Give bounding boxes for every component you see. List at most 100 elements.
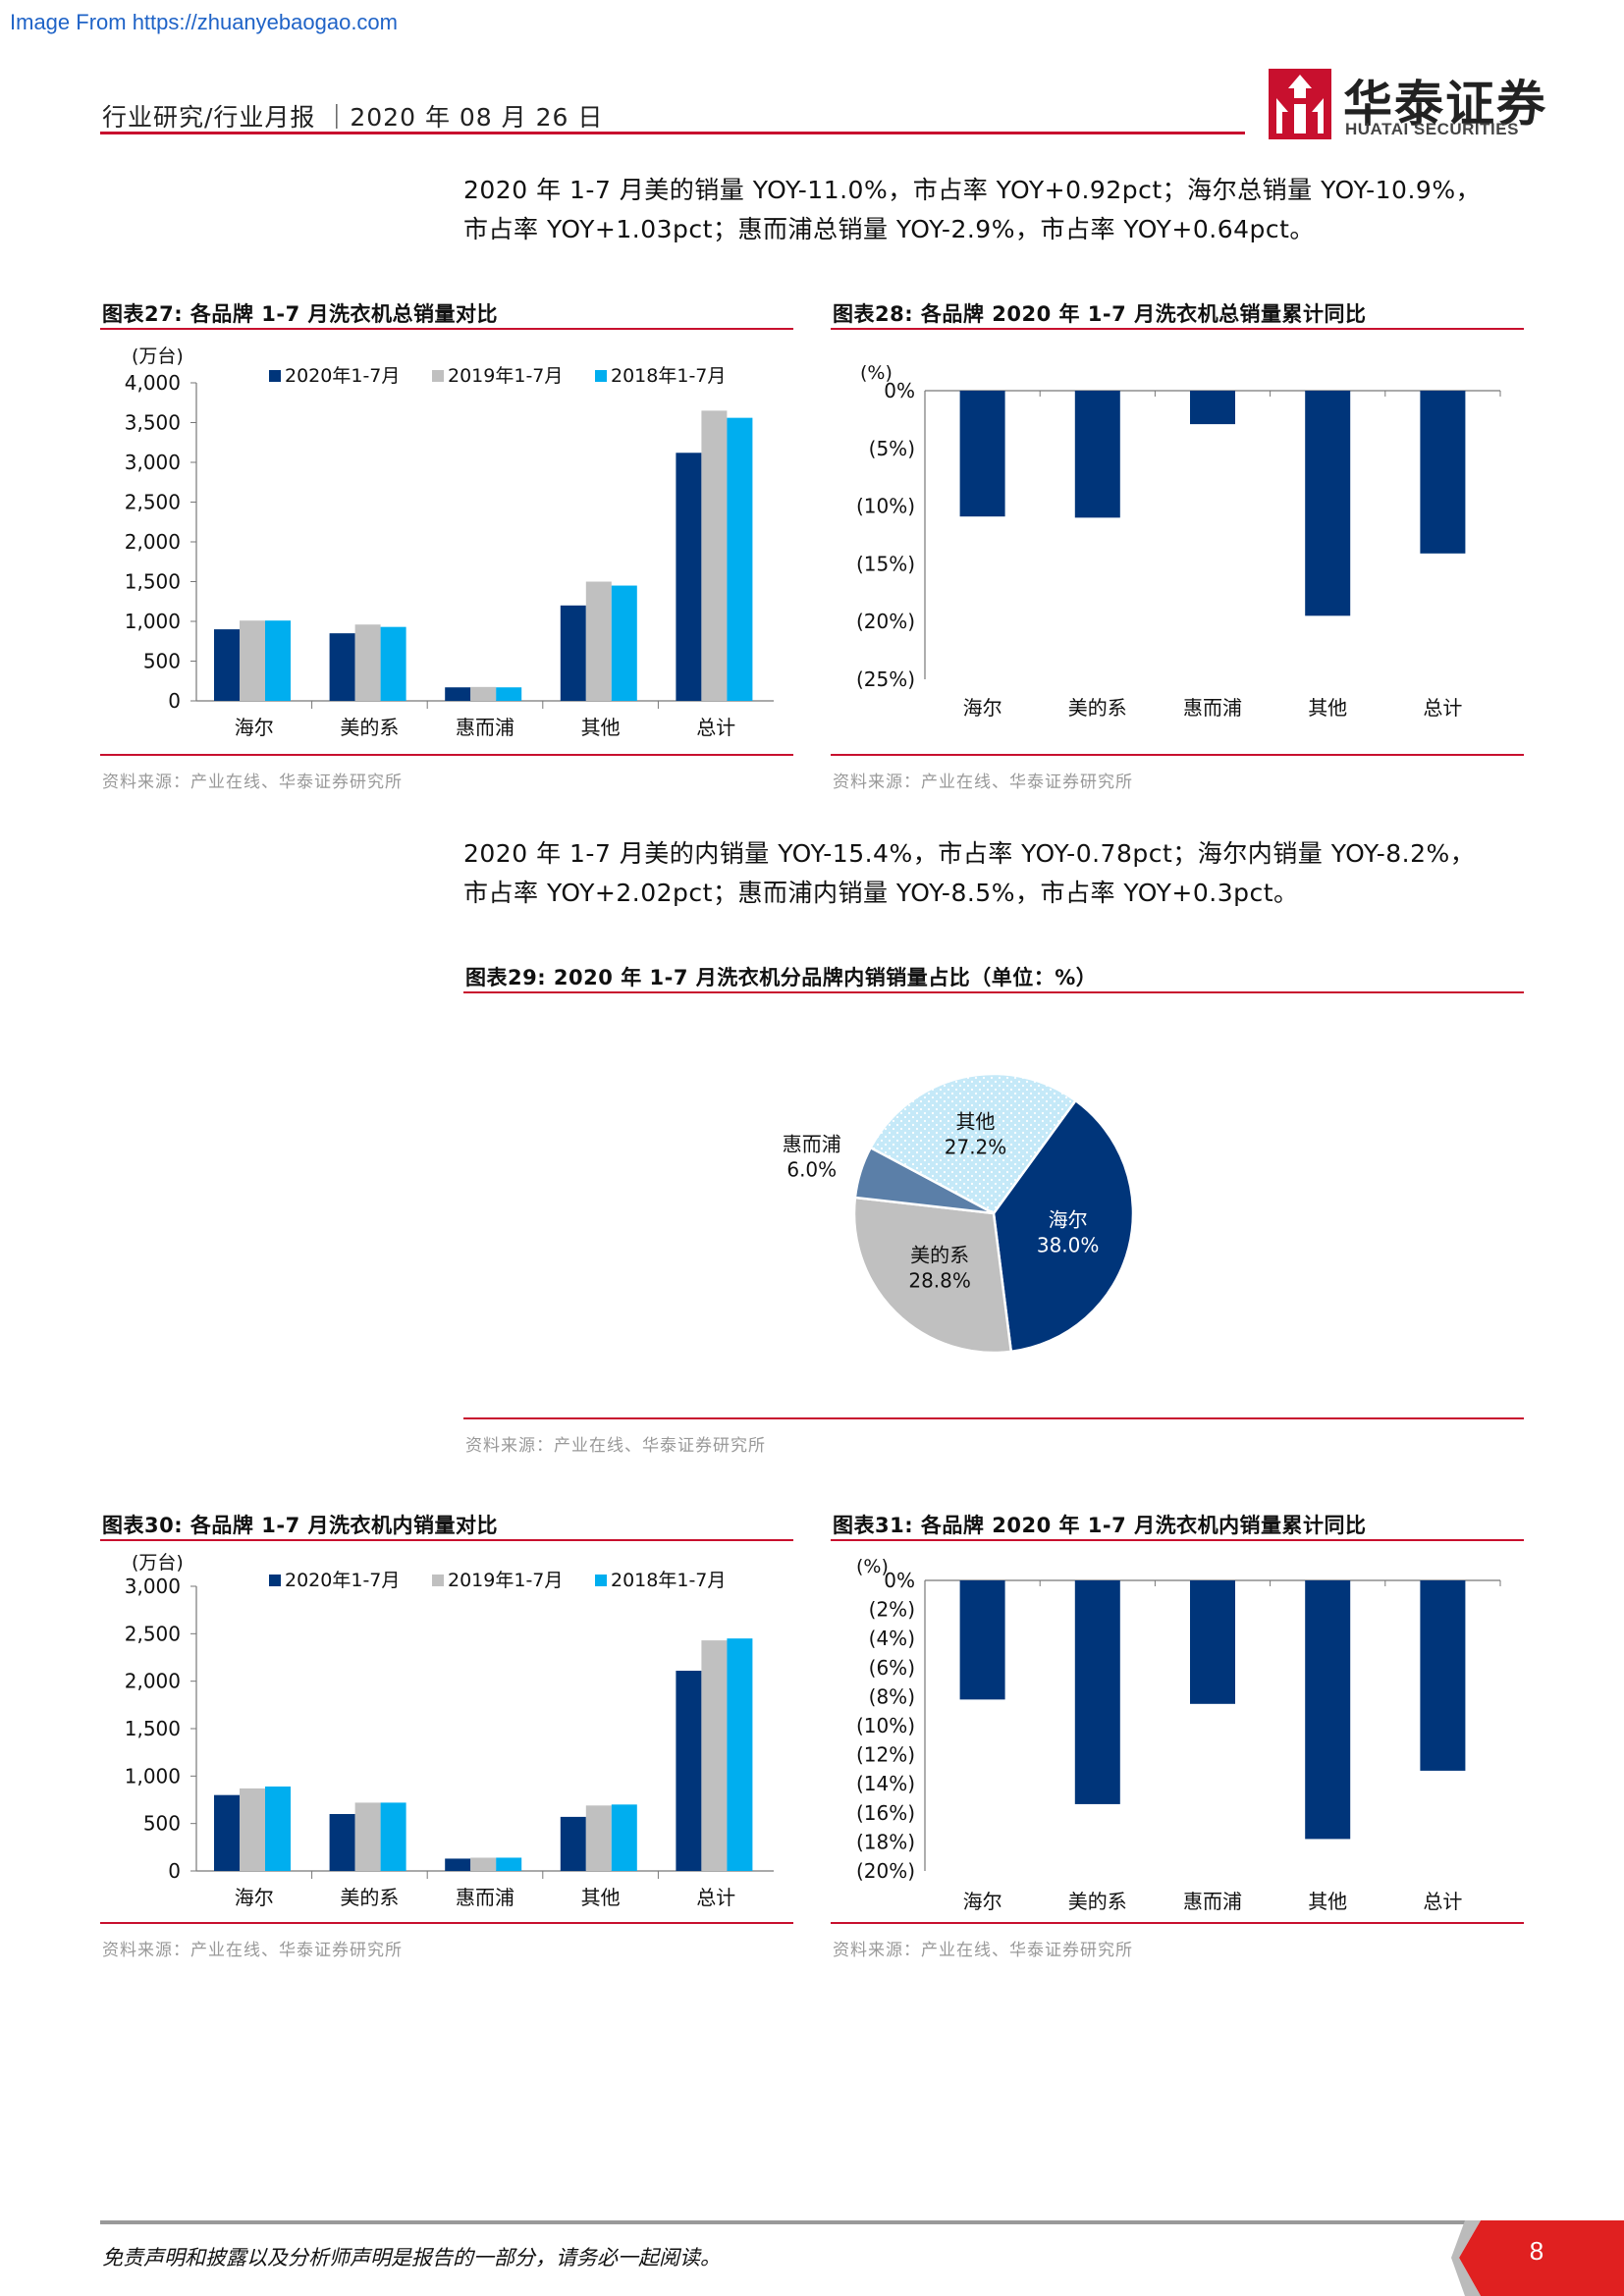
report-header: 行业研究/行业月报 ｜2020 年 08 月 26 日 (102, 103, 604, 132)
logo-english: HUATAI SECURITIES (1345, 120, 1519, 138)
fig31-bottom-rule (831, 1922, 1524, 1924)
fig30-bar (727, 1638, 753, 1871)
fig27-bar (560, 605, 586, 701)
fig27-y-tick-label: 3,500 (125, 411, 181, 435)
fig28-bar (1074, 391, 1120, 518)
fig28-y-tick-label: (20%) (856, 610, 915, 633)
fig28-x-tick-label: 美的系 (1068, 696, 1127, 720)
fig30-bar (496, 1857, 522, 1871)
fig31-y-tick-label: (20%) (856, 1859, 915, 1883)
fig31-chart: (%)0% (2%) (4%) (6%) (8%) (10%) (12%) (14%) (16%… (856, 1556, 1501, 1913)
fig30-y-tick-label: 3,000 (125, 1575, 181, 1598)
fig28-y-axis-label: (%) (860, 362, 893, 384)
fig27-chart: (万台) 0 500 1,000 1,500 2,000 2,500 3,000 3,500 4,… (125, 346, 774, 739)
fig27-y-axis-label: (万台) (132, 346, 184, 367)
pie-slice-value: 27.2% (945, 1136, 1007, 1159)
fig27-bar (727, 417, 753, 701)
fig30-y-tick-label: 1,000 (125, 1764, 181, 1788)
fig30-bar (560, 1816, 586, 1871)
fig31-bar (1420, 1580, 1466, 1771)
fig27-bar (240, 620, 265, 701)
pie-slice-value: 6.0% (786, 1157, 837, 1181)
fig27-legend-swatch (595, 370, 607, 382)
fig28-title: 图表28: 各品牌 2020 年 1-7 月洗衣机总销量累计同比 (833, 302, 1367, 326)
fig30-title-rule (100, 1539, 793, 1541)
paragraph-line: 2020 年 1-7 月美的内销量 YOY-15.4%，市占率 YOY-0.78… (463, 839, 1476, 868)
fig28-bar (1190, 391, 1235, 425)
fig30-legend-swatch (595, 1575, 607, 1586)
fig31-source: 资料来源：产业在线、华泰证券研究所 (833, 1941, 1133, 1960)
fig30-bar (380, 1802, 406, 1871)
fig30-bar (329, 1814, 355, 1871)
fig27-title-rule (100, 328, 793, 330)
fig27-y-tick-label: 1,500 (125, 570, 181, 594)
pie-slice-label: 美的系 (910, 1244, 969, 1267)
fig31-y-tick-label: (2%) (869, 1598, 915, 1622)
footer-disclaimer: 免责声明和披露以及分析师声明是报告的一部分，请务必一起阅读。 (102, 2246, 721, 2269)
page-number: 8 (1529, 2236, 1544, 2266)
pie-slice-label: 其他 (956, 1110, 996, 1134)
pie-slice-label: 惠而浦 (783, 1132, 841, 1155)
fig30-chart: (万台) 0 500 1,000 1,500 2,000 2,500 3,000 海尔 美的系 惠而… (125, 1552, 774, 1909)
fig27-bar (496, 687, 522, 701)
fig30-bar (470, 1857, 497, 1871)
fig29-source: 资料来源：产业在线、华泰证券研究所 (465, 1436, 766, 1456)
fig28-x-tick-label: 海尔 (963, 696, 1002, 720)
fig28-x-tick-label: 惠而浦 (1183, 696, 1242, 720)
pie-slice-label: 海尔 (1049, 1207, 1088, 1231)
fig27-y-tick-label: 2,500 (125, 491, 181, 514)
fig27-bar (354, 624, 381, 701)
fig30-bar (676, 1671, 702, 1871)
fig30-title: 图表30: 各品牌 1-7 月洗衣机内销量对比 (102, 1514, 498, 1537)
fig31-y-tick-label: (16%) (856, 1801, 915, 1825)
fig30-source: 资料来源：产业在线、华泰证券研究所 (102, 1941, 403, 1960)
fig30-y-tick-label: 500 (143, 1812, 181, 1836)
fig31-x-tick-label: 总计 (1423, 1890, 1462, 1913)
fig31-y-tick-label: (6%) (869, 1656, 915, 1680)
paragraph-domestic-sales: 2020 年 1-7 月美的内销量 YOY-15.4%，市占率 YOY-0.78… (463, 834, 1543, 913)
fig31-bar (1305, 1580, 1351, 1840)
fig28-y-tick-label: (25%) (856, 667, 915, 691)
huatai-logo-icon (1269, 69, 1331, 139)
fig30-y-tick-label: 2,000 (125, 1670, 181, 1693)
fig30-x-tick-label: 惠而浦 (456, 1886, 514, 1909)
logo-chinese: 华泰证券 (1343, 76, 1547, 133)
fig28-bottom-rule (831, 754, 1524, 756)
fig31-bar (1074, 1580, 1120, 1804)
fig31-y-tick-label: (14%) (856, 1772, 915, 1795)
fig31-bar (1190, 1580, 1235, 1704)
fig31-x-tick-label: 惠而浦 (1183, 1890, 1242, 1913)
fig27-x-tick-label: 其他 (581, 716, 621, 739)
fig27-legend-label: 2020年1-7月 (285, 365, 400, 387)
fig28-y-tick-label: (10%) (856, 495, 915, 518)
fig30-legend-label: 2020年1-7月 (285, 1570, 400, 1591)
fig27-y-tick-label: 4,000 (125, 371, 181, 395)
pie-slice-value: 38.0% (1037, 1233, 1100, 1256)
fig28-y-tick-label: 0% (884, 379, 915, 402)
pie-slice (852, 1196, 1013, 1355)
fig27-y-tick-label: 500 (143, 650, 181, 673)
fig28-title-rule (831, 328, 1524, 330)
fig30-legend-swatch (432, 1575, 444, 1586)
fig30-y-tick-label: 0 (168, 1859, 181, 1883)
fig30-x-tick-label: 其他 (581, 1886, 621, 1909)
fig30-bar (265, 1786, 291, 1871)
fig27-title: 图表27: 各品牌 1-7 月洗衣机总销量对比 (102, 302, 498, 326)
watermark-link[interactable]: Image From https://zhuanyebaogao.com (10, 10, 398, 34)
pie-slice (992, 1098, 1135, 1354)
fig30-legend-swatch (269, 1575, 281, 1586)
paragraph-line: 市占率 YOY+1.03pct；惠而浦总销量 YOY-2.9%，市占率 YOY+… (463, 215, 1315, 243)
fig28-x-tick-label: 其他 (1308, 696, 1347, 720)
fig30-legend-label: 2018年1-7月 (611, 1570, 726, 1591)
footer-rule (100, 2220, 1465, 2224)
fig31-y-tick-label: (12%) (856, 1743, 915, 1767)
fig31-bar (959, 1580, 1005, 1700)
fig27-x-tick-label: 美的系 (340, 716, 399, 739)
fig30-y-axis-label: (万台) (132, 1552, 184, 1574)
fig28-bar (959, 391, 1005, 517)
fig27-source: 资料来源：产业在线、华泰证券研究所 (102, 773, 403, 792)
fig29-title-rule (463, 991, 1524, 993)
pie-slice (869, 1072, 1078, 1215)
page-number-tab (1451, 2220, 1624, 2296)
fig29-title: 图表29: 2020 年 1-7 月洗衣机分品牌内销销量占比（单位：%） (465, 966, 1098, 989)
